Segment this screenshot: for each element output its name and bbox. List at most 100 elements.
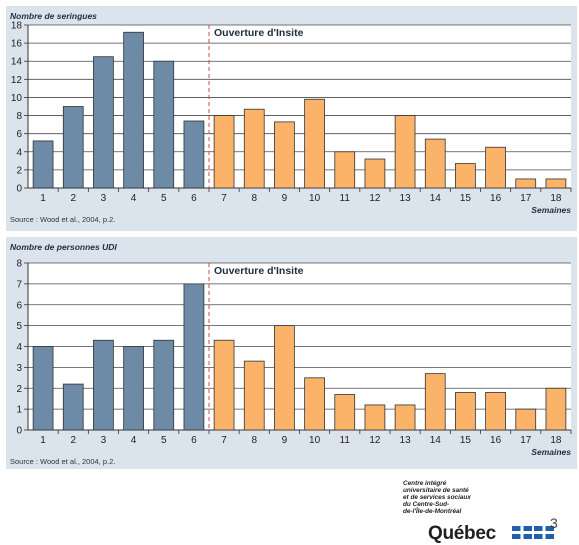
org-line: Centre intégré (403, 480, 447, 487)
y-tick-label: 4 (16, 147, 22, 158)
bar (183, 120, 205, 189)
x-tick-label: 1 (40, 193, 46, 204)
bar (153, 60, 175, 189)
x-tick-label: 5 (161, 435, 167, 446)
x-tick-label: 16 (490, 435, 502, 446)
x-tick-label: 15 (460, 193, 472, 204)
bar (424, 138, 446, 189)
bar (455, 163, 476, 189)
chart-panel-syringes: Nombre de seringues 0 2 4 6 8 10 12 14 16 18 1 2 3 4 5 6… (6, 6, 577, 231)
bar (545, 178, 567, 189)
y-tick-label: 14 (11, 57, 23, 68)
bar (123, 346, 144, 431)
y-axis-title: Nombre de seringues (10, 11, 97, 21)
x-tick-label: 10 (309, 193, 321, 204)
bar (243, 108, 265, 189)
org-line: de-l'Île-de-Montréal (403, 508, 462, 515)
bar (62, 106, 84, 189)
page-number: 3 (550, 515, 558, 531)
opening-annotation: Ouverture d'Insite (214, 27, 304, 39)
x-tick-label: 8 (251, 193, 257, 204)
x-tick-label: 9 (282, 193, 288, 204)
bar (515, 178, 537, 189)
x-tick-label: 17 (520, 193, 532, 204)
bar (394, 115, 416, 189)
x-tick-label: 9 (282, 435, 288, 446)
org-line: du Centre-Sud- (403, 501, 450, 508)
organization-name: Centre intégré universitaire de santé et… (403, 480, 513, 515)
bar (515, 408, 537, 431)
bar (334, 151, 356, 189)
y-tick-label: 5 (16, 321, 22, 332)
x-axis-title: Semaines (531, 205, 571, 215)
bar (545, 387, 567, 431)
y-axis-title: Nombre de personnes UDI (10, 242, 117, 252)
x-tick-label: 16 (490, 193, 502, 204)
x-tick-label: 15 (460, 435, 472, 446)
bar (304, 98, 325, 189)
y-tick-label: 8 (16, 259, 22, 270)
x-tick-label: 17 (520, 435, 532, 446)
bar (243, 360, 265, 431)
quebec-wordmark: Québec (428, 523, 496, 544)
bar (485, 392, 506, 431)
y-tick-label: 6 (16, 300, 22, 311)
bar (424, 373, 446, 431)
y-tick-label: 4 (16, 342, 22, 353)
x-tick-label: 18 (550, 193, 562, 204)
x-tick-label: 12 (369, 193, 381, 204)
x-tick-label: 1 (40, 435, 46, 446)
x-axis-title: Semaines (531, 447, 571, 457)
x-tick-label: 11 (340, 193, 351, 204)
bar (274, 121, 295, 189)
x-tick-label: 2 (70, 435, 76, 446)
x-tick-label: 2 (70, 193, 76, 204)
bar (274, 325, 295, 431)
quebec-flag-icon (512, 526, 532, 539)
opening-annotation: Ouverture d'Insite (214, 265, 304, 277)
x-tick-label: 3 (101, 435, 107, 446)
org-line: universitaire de santé (403, 487, 469, 494)
bar (455, 392, 476, 431)
source-note: Source : Wood et al., 2004, p.2. (10, 457, 115, 466)
y-tick-label: 6 (16, 129, 22, 140)
bar (93, 56, 114, 189)
bar (364, 158, 386, 189)
x-tick-label: 12 (369, 435, 381, 446)
bar (153, 339, 175, 431)
y-tick-label: 18 (11, 21, 23, 32)
bar (213, 339, 235, 431)
y-tick-label: 10 (11, 93, 23, 104)
x-tick-label: 18 (550, 435, 562, 446)
bar (394, 404, 416, 431)
x-tick-label: 14 (430, 435, 442, 446)
plot-area (28, 25, 571, 188)
y-tick-label: 1 (16, 405, 22, 416)
y-tick-label: 2 (16, 384, 22, 395)
y-tick-label: 0 (16, 184, 22, 195)
x-tick-label: 3 (101, 193, 107, 204)
x-tick-label: 6 (191, 193, 197, 204)
y-tick-label: 0 (16, 426, 22, 437)
bar (93, 339, 114, 431)
bar (183, 283, 205, 431)
bar (304, 377, 325, 431)
bar (364, 404, 386, 431)
x-tick-label: 10 (309, 435, 321, 446)
bar (62, 383, 84, 431)
x-tick-label: 13 (400, 193, 412, 204)
x-tick-label: 11 (340, 435, 351, 446)
x-tick-label: 4 (131, 435, 137, 446)
source-note: Source : Wood et al., 2004, p.2. (10, 215, 115, 224)
bar (32, 346, 54, 431)
x-tick-label: 7 (221, 193, 227, 204)
x-tick-label: 13 (400, 435, 412, 446)
bar (334, 394, 356, 431)
bar (213, 115, 235, 189)
x-tick-label: 8 (251, 435, 257, 446)
y-tick-label: 7 (16, 279, 22, 290)
y-tick-label: 16 (11, 39, 23, 50)
y-tick-label: 8 (16, 111, 22, 122)
bar (485, 146, 506, 189)
